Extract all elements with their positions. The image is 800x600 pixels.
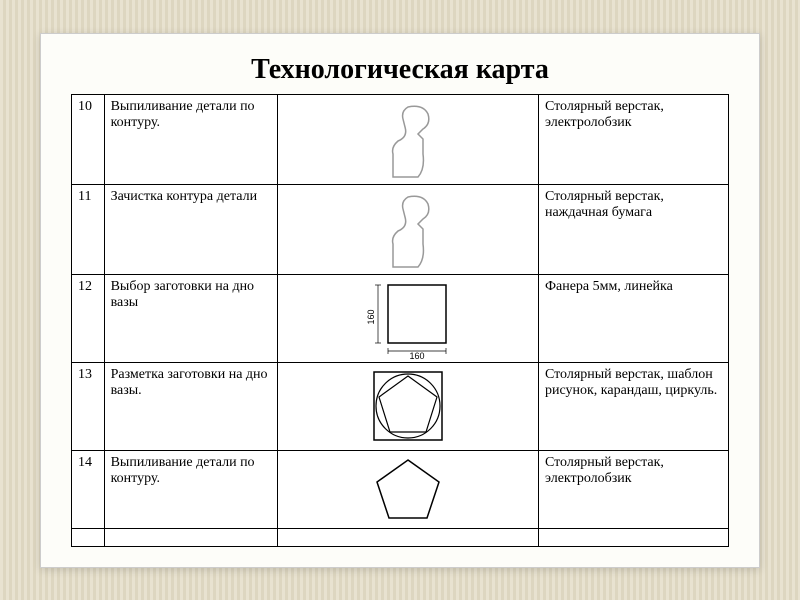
page-title: Технологическая карта [71,54,729,86]
profile-icon [373,99,443,179]
cell-desc: Выпиливание детали по контуру. [104,450,278,528]
cell-num: 10 [72,94,105,184]
cell-num: 13 [72,362,105,450]
table-row: 14 Выпиливание детали по контуру. Столяр… [72,450,729,528]
cell-tools: Фанера 5мм, линейка [538,274,728,362]
table-row: 11 Зачистка контура детали Столярный вер… [72,184,729,274]
cell-image: 160 160 [278,274,539,362]
cell-tools: Столярный верстак, наждачная бумага [538,184,728,274]
cell-desc: Разметка заготовки на дно вазы. [104,362,278,450]
tech-table: 10 Выпиливание детали по контуру. Столяр… [71,94,729,547]
dim-height: 160 [366,309,376,324]
cell-desc: Выбор заготовки на дно вазы [104,274,278,362]
cell-image [278,450,539,528]
pentagon-inscribed-icon [368,366,448,446]
table-row: 12 Выбор заготовки на дно вазы 160 160 [72,274,729,362]
cell-image [278,362,539,450]
cell-tools: Столярный верстак, шаблон рисунок, каран… [538,362,728,450]
pentagon-icon [371,454,445,524]
cell-desc: Выпиливание детали по контуру. [104,94,278,184]
cell-num: 14 [72,450,105,528]
cell-num: 12 [72,274,105,362]
table-row: 10 Выпиливание детали по контуру. Столяр… [72,94,729,184]
cell-image [278,528,539,546]
cell-tools: Столярный верстак, электролобзик [538,450,728,528]
slide-card: Технологическая карта 10 Выпиливание дет… [40,33,760,568]
profile-icon [373,189,443,269]
cell-desc: Зачистка контура детали [104,184,278,274]
cell-image [278,94,539,184]
table-row [72,528,729,546]
square-icon: 160 160 [353,277,463,359]
cell-tools [538,528,728,546]
table-row: 13 Разметка заготовки на дно вазы. Столя… [72,362,729,450]
cell-tools: Столярный верстак, электролобзик [538,94,728,184]
cell-image [278,184,539,274]
cell-num [72,528,105,546]
cell-num: 11 [72,184,105,274]
cell-desc [104,528,278,546]
dim-width: 160 [410,351,425,359]
